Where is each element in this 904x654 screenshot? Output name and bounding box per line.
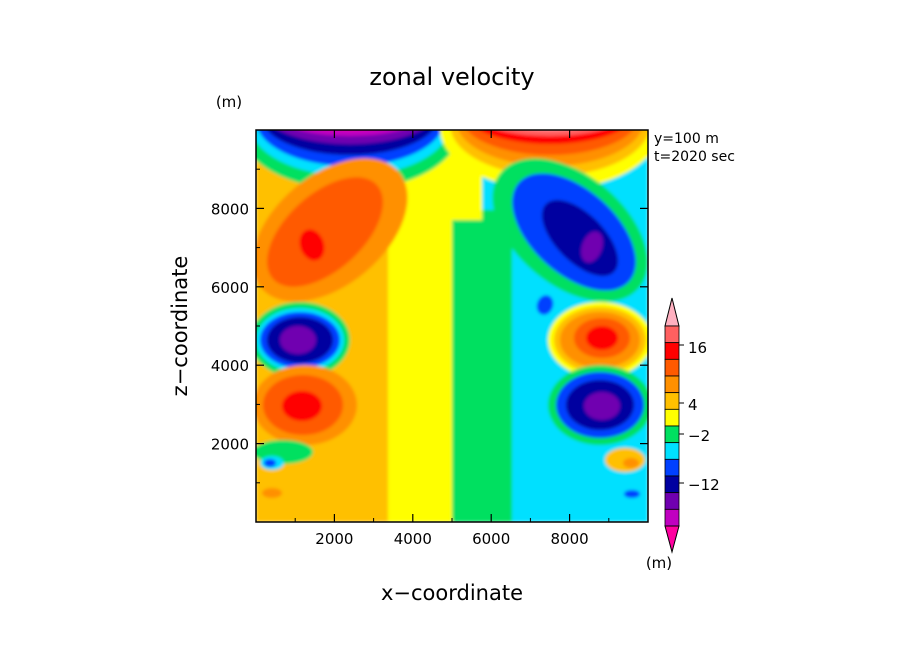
colorbar-box xyxy=(664,342,680,360)
colorbar xyxy=(664,297,684,554)
colorbar-label-minus-12: −12 xyxy=(688,476,720,494)
colorbar-box xyxy=(664,375,680,394)
right-lower-lobe-core xyxy=(584,392,620,420)
colorbar-top-arrow xyxy=(664,297,680,327)
left-jet-band xyxy=(278,130,422,144)
right-upper-lobe-core xyxy=(581,231,603,263)
left-jet-band xyxy=(298,130,402,136)
colorbar-box xyxy=(664,325,680,344)
x-tick-label: 6000 xyxy=(472,530,510,548)
x-axis-ticks: 2000 4000 6000 8000 xyxy=(294,130,610,548)
right-middle-lobe-core xyxy=(586,326,618,350)
colorbar-box xyxy=(664,408,680,427)
right-bottom-core xyxy=(623,458,639,468)
colorbar-label-16: 16 xyxy=(688,339,707,357)
colorbar-box xyxy=(664,425,680,444)
y-axis-label: z−coordinate xyxy=(168,256,192,397)
left-lower-lobe-core xyxy=(282,391,322,421)
colorbar-box xyxy=(664,458,680,477)
left-bottom-core xyxy=(264,459,276,467)
right-jet-band xyxy=(478,130,622,144)
colorbar-box xyxy=(664,442,680,460)
y-axis-ticks: 2000 4000 6000 8000 xyxy=(211,168,648,484)
colorbar-label-minus-2: −2 xyxy=(688,427,710,445)
left-middle-lobe-core xyxy=(280,326,316,354)
right-bottom-blob xyxy=(624,490,640,498)
right-jet-band xyxy=(498,130,602,136)
x-tick-label: 4000 xyxy=(394,530,432,548)
y-tick-label: 8000 xyxy=(211,200,249,218)
y-tick-label: 4000 xyxy=(211,357,249,375)
x-axis-label: x−coordinate xyxy=(381,581,523,605)
colorbar-box xyxy=(664,392,680,410)
left-bottom-band xyxy=(262,488,282,498)
colorbar-bottom-arrow xyxy=(664,525,680,554)
colorbar-unit-label: (m) xyxy=(646,554,672,572)
x-tick-label: 2000 xyxy=(315,530,353,548)
colorbar-box xyxy=(664,358,680,377)
colorbar-label-4: 4 xyxy=(688,396,698,414)
y-tick-label: 6000 xyxy=(211,279,249,297)
center-strip-right xyxy=(452,210,512,522)
right-small-blob xyxy=(536,295,554,315)
chart-title: zonal velocity xyxy=(369,63,534,91)
colorbar-box xyxy=(664,492,680,510)
annotation-y: y=100 m xyxy=(654,131,719,147)
plot-area xyxy=(256,130,648,522)
y-unit-label: (m) xyxy=(216,93,242,111)
x-tick-label: 8000 xyxy=(551,530,589,548)
right-upper-lobe-band xyxy=(542,200,618,276)
left-upper-lobe-core xyxy=(299,229,325,261)
annotation-time: t=2020 sec xyxy=(654,149,735,165)
colorbar-box xyxy=(664,508,680,527)
y-tick-label: 2000 xyxy=(211,436,249,454)
contour-field xyxy=(256,130,648,522)
colorbar-box xyxy=(664,475,680,494)
